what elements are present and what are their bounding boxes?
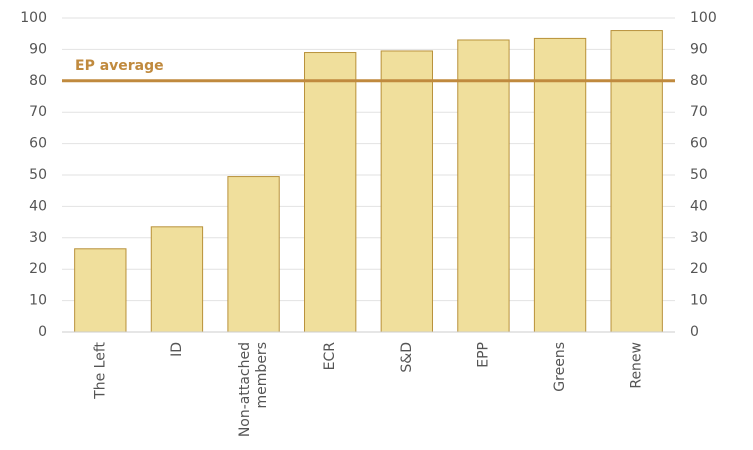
x-tick-line: Greens xyxy=(552,342,568,392)
reference-label: EP average xyxy=(75,58,164,74)
x-tick-group: ID xyxy=(169,342,185,357)
bar xyxy=(150,226,204,333)
x-tick-group: S&D xyxy=(399,342,415,373)
y-tick-label: 60 xyxy=(29,136,47,152)
y2-tick-label: 50 xyxy=(690,167,708,183)
y-tick-label: 70 xyxy=(29,104,47,120)
x-tick-line: EPP xyxy=(475,342,491,368)
x-tick-group: Non-attachedmembers xyxy=(237,342,270,437)
bar xyxy=(533,37,587,333)
y2-tick-label: 0 xyxy=(690,324,699,340)
bar xyxy=(610,30,663,333)
x-tick-label: ECR xyxy=(322,342,338,371)
x-tick-label: ID xyxy=(169,342,185,357)
y-tick-label: 100 xyxy=(20,10,47,26)
y-tick-label: 0 xyxy=(38,324,47,340)
x-tick-line: members xyxy=(254,342,270,408)
x-tick-group: Greens xyxy=(552,342,568,392)
x-tick-label: Greens xyxy=(552,342,568,392)
y-tick-label: 50 xyxy=(29,167,47,183)
x-tick-label: The Left xyxy=(92,341,108,399)
y2-tick-label: 30 xyxy=(690,230,708,246)
x-tick-group: EPP xyxy=(475,342,491,368)
x-tick-label: Renew xyxy=(629,342,645,389)
x-tick-label: EPP xyxy=(475,342,491,368)
y2-tick-label: 40 xyxy=(690,198,708,214)
y2-tick-label: 20 xyxy=(690,261,708,277)
x-tick-label: S&D xyxy=(399,342,415,373)
x-tick-label: Non-attachedmembers xyxy=(237,342,270,437)
bar xyxy=(74,248,127,333)
x-tick-line: Renew xyxy=(629,342,645,389)
y-tick-label: 40 xyxy=(29,198,47,214)
y2-tick-label: 10 xyxy=(690,293,708,309)
x-tick-line: The Left xyxy=(92,341,108,399)
y2-tick-label: 100 xyxy=(690,10,717,26)
y2-tick-label: 60 xyxy=(690,136,708,152)
x-tick-line: ECR xyxy=(322,342,338,371)
bar xyxy=(380,50,433,333)
bar xyxy=(227,176,280,333)
y2-tick-label: 90 xyxy=(690,41,708,57)
y2-tick-label: 70 xyxy=(690,104,708,120)
y2-tick-label: 80 xyxy=(690,73,708,89)
x-tick-line: Non-attached xyxy=(237,342,253,437)
x-tick-group: The Left xyxy=(92,341,108,399)
y-tick-label: 30 xyxy=(29,230,47,246)
y-tick-label: 90 xyxy=(29,41,47,57)
y-tick-label: 20 xyxy=(29,261,47,277)
bar xyxy=(457,39,510,333)
y-tick-label: 80 xyxy=(29,73,47,89)
y-tick-label: 10 xyxy=(29,293,47,309)
bar xyxy=(304,52,357,333)
x-tick-line: S&D xyxy=(399,342,415,373)
x-tick-group: Renew xyxy=(629,342,645,389)
x-tick-group: ECR xyxy=(322,342,338,371)
x-tick-line: ID xyxy=(169,342,185,357)
